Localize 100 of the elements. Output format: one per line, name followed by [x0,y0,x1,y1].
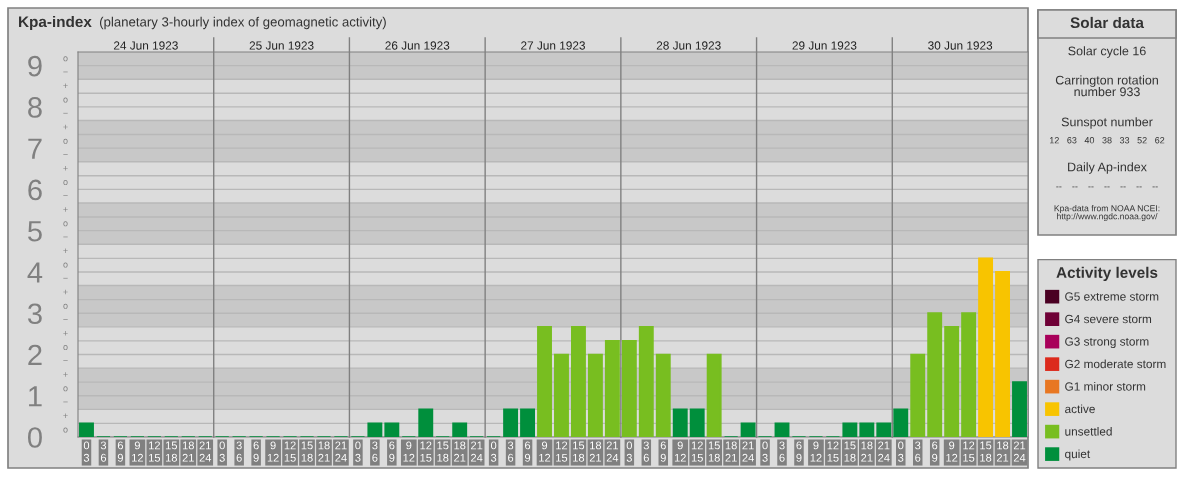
x-tick-label: 3 6 [915,441,921,462]
text: Sunspot number [1061,117,1153,129]
text: − [63,112,68,114]
x-tick-label: 18 21 [996,441,1009,462]
x-tick-label: 12 15 [556,441,568,462]
x-tick-label: 3 6 [100,441,107,462]
text: -- -- -- -- -- -- -- [1056,186,1158,188]
x-tick-label: 6 9 [660,441,666,462]
x-tick-label: 0 3 [83,441,90,462]
text: o [63,97,68,103]
text: Daily Ap-index [1068,162,1147,174]
text: + [63,124,68,130]
chart-title: Kpa-index [19,15,92,31]
x-tick-label: 15 18 [980,441,992,462]
y-tick-label: 8 [28,97,42,118]
text: o [63,138,68,144]
text: 28 Jun 1923 [656,41,721,50]
x-tick-label: 9 12 [267,441,279,462]
text: o [63,386,68,392]
text: 25 Jun 1923 [249,41,314,50]
x-tick-label: 18 21 [318,441,330,462]
x-tick-label: 12 15 [827,441,839,462]
x-tick-label: 15 18 [301,441,313,462]
x-tick-label: 3 6 [779,441,785,462]
legend-label: G1 minor storm [1065,382,1146,391]
x-tick-label: 0 3 [490,441,497,462]
text: o [63,303,68,309]
x-tick-label: 9 12 [946,441,958,462]
text: Solar cycle 16 [1068,46,1146,58]
text: o [63,427,68,433]
text: 26 Jun 1923 [385,41,450,50]
x-tick-label: 18 21 [861,441,873,462]
x-tick-label: 0 3 [626,441,632,462]
text: − [63,401,68,403]
x-tick-label: 6 9 [932,441,938,462]
legend-title: Activity levels [1056,266,1158,281]
x-tick-label: 9 12 [674,441,686,462]
x-tick-label: 21 24 [471,441,483,462]
y-tick-label: 1 [29,386,42,407]
text: − [63,277,68,279]
y-tick-label: 4 [27,262,43,283]
x-tick-label: 15 18 [437,441,449,462]
text: + [63,83,68,88]
text: 24 Jun 1923 [113,41,178,50]
text: o [63,56,68,62]
x-tick-label: 21 24 [878,441,890,462]
legend-label: G5 extreme storm [1065,292,1159,301]
legend-label: quiet [1065,449,1091,461]
text: Carrington rotation number 933 [1055,75,1158,97]
x-tick-label: 21 24 [742,441,754,462]
x-tick-label: 9 12 [132,441,143,462]
text: o [63,345,68,351]
x-tick-label: 21 24 [335,441,347,462]
text: Solar data [1070,16,1145,29]
x-tick-label: 12 15 [420,441,432,462]
x-tick-label: 12 15 [149,441,161,462]
x-tick-label: 15 18 [573,441,585,462]
text: 29 Jun 1923 [792,41,857,50]
text: o [63,262,68,268]
text: + [63,248,68,253]
x-tick-label: 12 15 [284,441,296,462]
x-tick-label: 0 3 [219,441,225,462]
x-tick-label: 3 6 [372,441,378,462]
legend-label: unsettled [1065,426,1112,436]
text: Kpa-data from NOAA NCEI: http://www.ngdc.noaa.gov/ [1054,204,1160,222]
y-tick-label: 7 [28,138,42,159]
text: − [63,360,68,362]
y-tick-label: 2 [28,344,42,366]
y-tick-label: 0 [27,427,42,448]
text: − [63,154,68,155]
y-tick-label: 6 [28,179,42,201]
x-tick-label: 6 9 [524,441,531,462]
x-tick-label: 6 9 [117,441,124,462]
y-tick-label: 3 [27,303,42,325]
x-tick-label: 3 6 [507,441,514,462]
text: + [63,372,68,377]
x-tick-label: 6 9 [253,441,259,462]
x-tick-label: 15 18 [708,441,720,462]
x-tick-label: 18 21 [182,441,194,462]
legend-label: G4 severe storm [1065,314,1152,324]
x-tick-label: 12 15 [963,441,975,462]
x-tick-label: 21 24 [1013,441,1026,462]
legend-label: active [1065,404,1095,414]
text: o [63,180,68,186]
x-tick-label: 21 24 [606,441,619,462]
x-tick-label: 6 9 [796,441,802,462]
x-tick-label: 18 21 [454,441,466,462]
text: + [63,331,68,336]
x-tick-label: 9 12 [539,441,551,462]
x-tick-label: 18 21 [589,441,602,462]
text: + [63,413,68,418]
text: − [63,319,68,320]
x-tick-label: 9 12 [403,441,415,462]
chart-subtitle: (planetary 3-hourly index of geomagnetic activity) [100,16,386,30]
text: 30 Jun 1923 [928,41,993,50]
text: o [63,221,68,227]
text: + [63,166,68,171]
x-tick-label: 21 24 [199,441,212,462]
x-tick-label: 3 6 [643,441,649,462]
x-tick-label: 15 18 [844,441,856,462]
